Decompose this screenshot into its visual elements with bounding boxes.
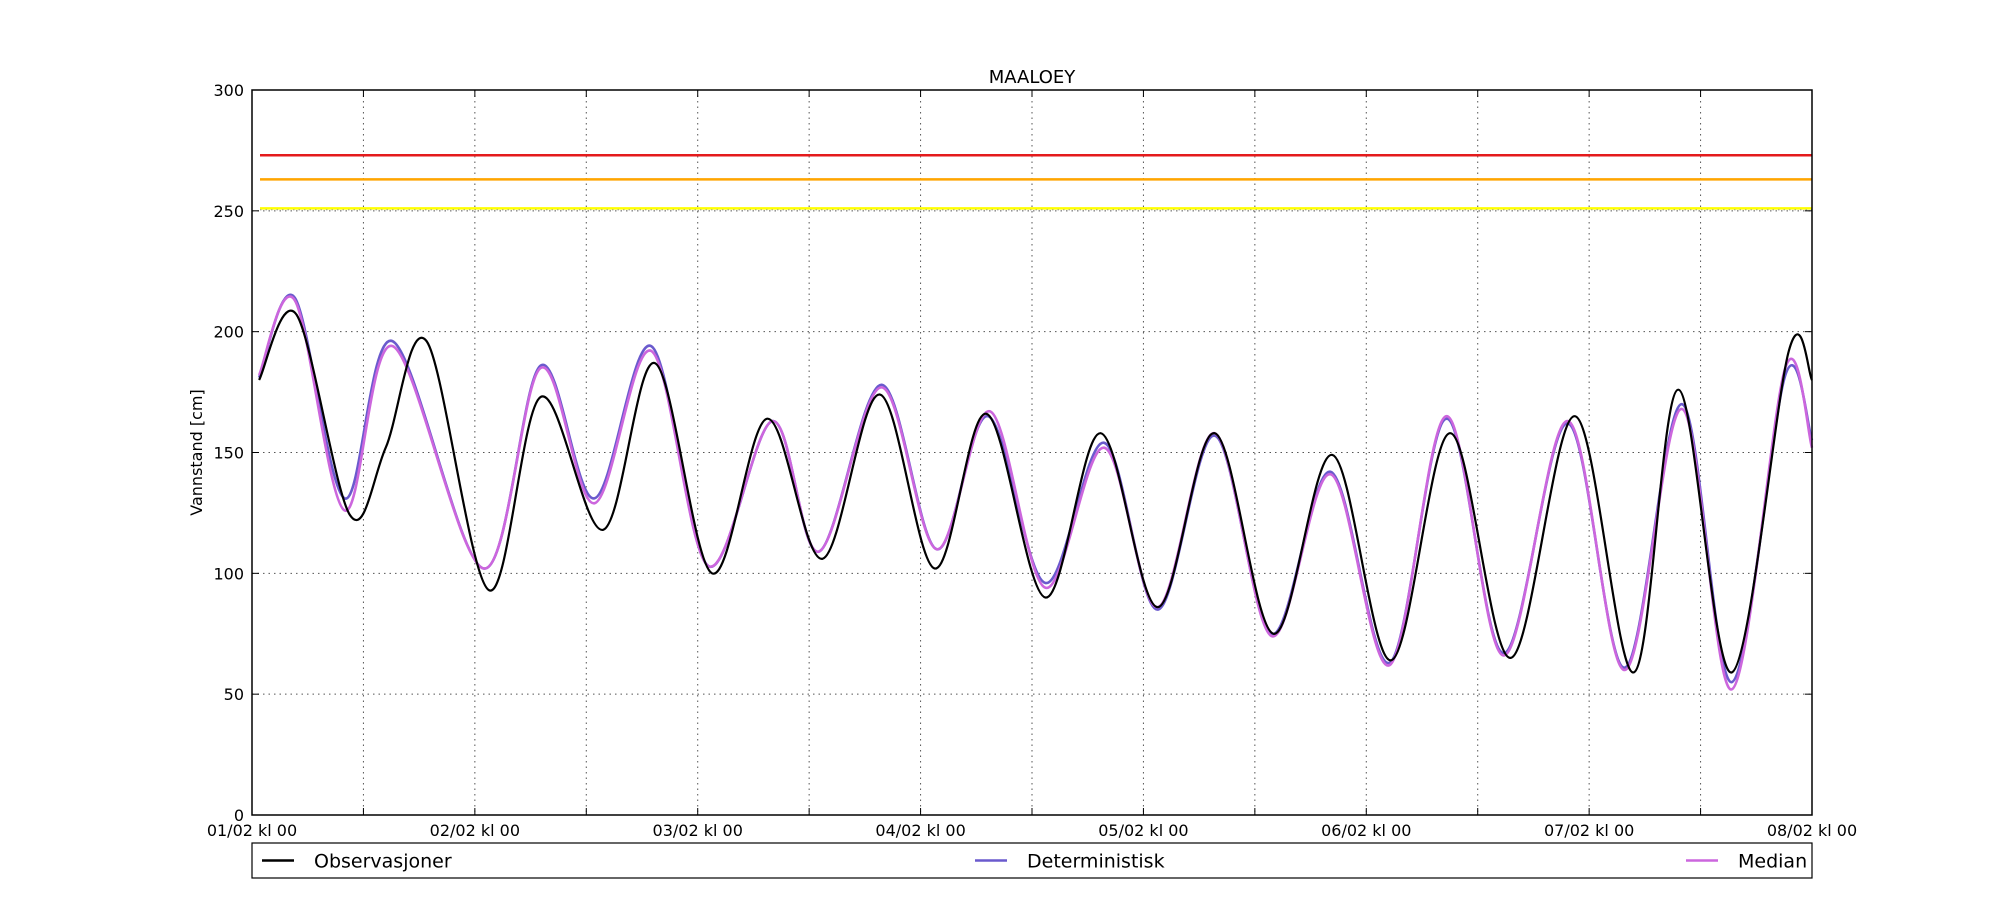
series-line-median [257,295,1814,691]
x-tick-label: 02/02 kl 00 [430,821,520,840]
legend-label: Observasjoner [314,851,452,873]
y-tick-label: 100 [213,564,244,583]
series-lines [257,293,1814,691]
y-tick-label: 0 [234,806,244,825]
y-tick-label: 300 [213,81,244,100]
legend-label: Median [1738,851,1807,873]
x-tick-label: 06/02 kl 00 [1321,821,1411,840]
x-tick-label: 08/02 kl 00 [1767,821,1857,840]
legend-box [251,842,1813,879]
x-tick-label: 05/02 kl 00 [1098,821,1188,840]
x-tick-label: 01/02 kl 00 [207,821,297,840]
y-tick-label: 200 [213,323,244,342]
legend: Observasjoner Deterministisk Median [251,842,1813,879]
series-line-deterministisk [257,293,1814,684]
axis-ticks: 0 50 100 150 200 250 300 01/02 kl 00 02/02 kl 00… [207,81,1857,840]
legend-label: Deterministisk [1027,851,1165,873]
grid [252,90,1812,815]
x-tick-label: 04/02 kl 00 [875,821,965,840]
x-tick-label: 03/02 kl 00 [653,821,743,840]
y-axis-label: Vannstand [cm] [187,389,206,515]
series-line-observasjoner [258,309,1814,674]
threshold-lines [260,154,1812,211]
y-tick-label: 50 [224,685,244,704]
y-tick-label: 250 [213,202,244,221]
y-tick-label: 150 [213,444,244,463]
chart-title: MAALOEY [989,67,1077,88]
x-tick-label: 07/02 kl 00 [1544,821,1634,840]
